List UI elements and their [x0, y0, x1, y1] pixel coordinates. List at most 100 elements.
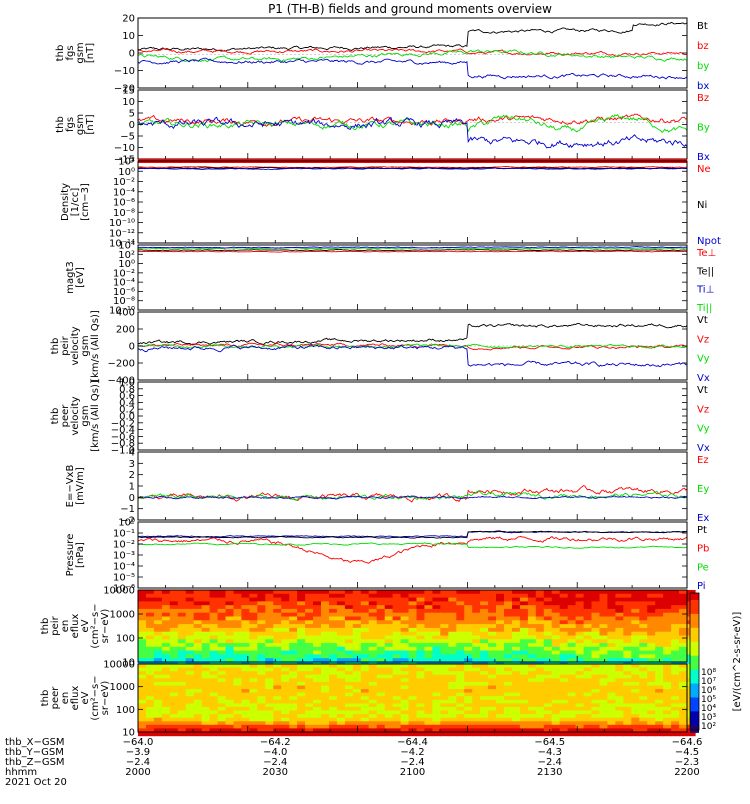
heatmap-cell: [368, 597, 378, 602]
heatmap-cell: [440, 714, 449, 719]
heatmap-cell: [336, 597, 346, 602]
heatmap-cell: [504, 627, 513, 633]
colorbar-cell: [690, 630, 699, 634]
heatmap-cell: [209, 646, 219, 652]
heatmap-cell: [543, 699, 553, 704]
heatmap-cell: [384, 590, 394, 595]
legend-entry: Vt: [697, 315, 708, 326]
heatmap-cell: [472, 696, 481, 701]
heatmap-cell: [313, 685, 322, 690]
heatmap-cell: [567, 635, 577, 640]
colorbar-cell: [690, 727, 699, 731]
heatmap-cell: [146, 643, 155, 648]
series-line-Ey: [137, 490, 688, 502]
heatmap-cell: [161, 635, 171, 640]
heatmap-cell: [567, 692, 577, 697]
heatmap-cell: [289, 612, 298, 618]
heatmap-cell: [496, 671, 505, 676]
heatmap-cell: [241, 678, 250, 683]
heatmap-cell: [599, 616, 609, 621]
heatmap-cell: [416, 601, 426, 606]
heatmap-cell: [161, 714, 171, 719]
heatmap-cell: [209, 597, 219, 602]
heatmap-cell: [623, 635, 632, 640]
heatmap-cell: [209, 593, 219, 599]
heatmap-cell: [201, 627, 211, 633]
heatmap-cell: [519, 703, 529, 708]
heatmap-cell: [631, 601, 640, 606]
heatmap-cell: [631, 681, 640, 687]
heatmap-cell: [185, 643, 195, 648]
heatmap-cell: [639, 710, 648, 715]
heatmap-cell: [424, 699, 433, 704]
heatmap-cell: [305, 724, 314, 729]
x-axis-value: −2.4: [263, 757, 287, 768]
heatmap-cell: [153, 678, 163, 683]
heatmap-cell: [384, 728, 394, 733]
heatmap-cell: [623, 612, 632, 618]
heatmap-cell: [344, 646, 354, 652]
x-axis-row-label: thb_Z−GSM: [5, 757, 65, 768]
heatmap-cell: [663, 590, 672, 595]
heatmap-cell: [201, 689, 211, 694]
heatmap-cell: [543, 593, 553, 599]
heatmap-cell: [336, 601, 346, 606]
heatmap-cell: [161, 627, 171, 633]
heatmap-cell: [392, 724, 402, 729]
heatmap-cell: [527, 646, 537, 652]
heatmap-cell: [551, 643, 561, 648]
heatmap-cell: [146, 601, 155, 606]
heatmap-cell: [265, 612, 274, 618]
series-line-bx: [137, 57, 688, 80]
y-axis-label: gsm: [80, 335, 91, 356]
heatmap-cell: [432, 721, 441, 726]
heatmap-cell: [225, 671, 235, 676]
heatmap-cell: [448, 689, 457, 694]
heatmap-cell: [440, 664, 449, 669]
heatmap-cell: [336, 650, 346, 655]
heatmap-cell: [400, 714, 410, 719]
heatmap-cell: [647, 639, 656, 644]
heatmap-cell: [464, 627, 473, 633]
heatmap-cell: [432, 658, 441, 663]
series-line-Ti||: [138, 246, 688, 249]
heatmap-cell: [138, 605, 147, 610]
heatmap-cell: [376, 692, 386, 697]
heatmap-cell: [400, 608, 410, 614]
heatmap-cell: [257, 627, 266, 633]
heatmap-cell: [153, 667, 163, 672]
heatmap-cell: [496, 654, 505, 659]
heatmap-cell: [329, 685, 338, 690]
heatmap-cell: [209, 721, 219, 726]
heatmap-cell: [313, 671, 322, 676]
heatmap-cell: [161, 593, 171, 599]
heatmap-cell: [336, 699, 346, 704]
heatmap-cell: [631, 692, 640, 697]
heatmap-cell: [177, 616, 187, 621]
heatmap-cell: [440, 685, 449, 690]
heatmap-cell: [679, 689, 688, 694]
heatmap-cell: [623, 692, 632, 697]
heatmap-cell: [647, 612, 656, 618]
heatmap-cell: [488, 590, 497, 595]
heatmap-cell: [400, 732, 410, 737]
heatmap-cell: [575, 706, 585, 712]
heatmap-cell: [400, 631, 410, 637]
heatmap-cell: [249, 664, 258, 669]
heatmap-cell: [679, 724, 688, 729]
heatmap-cell: [615, 674, 624, 679]
heatmap-cell: [217, 627, 227, 633]
heatmap-cell: [352, 664, 362, 669]
heatmap-cell: [233, 643, 243, 648]
heatmap-cell: [607, 685, 616, 690]
heatmap-cell: [631, 612, 640, 618]
heatmap-cell: [177, 646, 187, 652]
heatmap-cell: [527, 605, 537, 610]
heatmap-cell: [201, 696, 211, 701]
heatmap-cell: [432, 646, 441, 652]
heatmap-cell: [424, 631, 433, 637]
heatmap-cell: [679, 692, 688, 697]
legend-entry: Bt: [697, 21, 708, 32]
heatmap-cell: [400, 643, 410, 648]
heatmap-cell: [512, 689, 521, 694]
